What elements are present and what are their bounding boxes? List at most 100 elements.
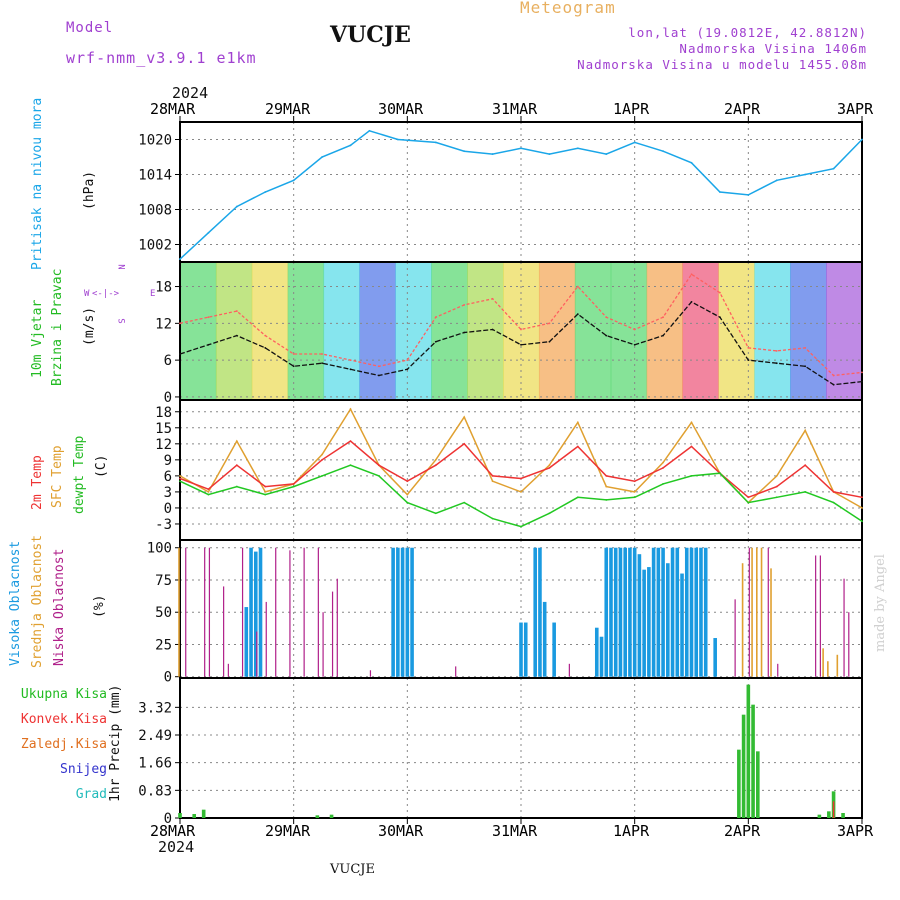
low-cloud-bar <box>848 612 850 677</box>
sfc-temp-series-point <box>491 480 494 483</box>
precip-total-bar <box>751 704 755 818</box>
y-tick-label: 18 <box>155 405 172 421</box>
pressure-panel: 1002 1008 1014 1020 <box>138 116 863 263</box>
low-cloud-bar <box>317 547 319 677</box>
tick-bottom-1apr: 1APR <box>613 822 650 840</box>
lonlat-label: lon,lat (19.0812E, 42.8812N) <box>628 25 867 40</box>
wind-speed-series-point <box>235 334 238 337</box>
wind-gust-series-point <box>235 310 238 312</box>
wind-speed-series-point <box>605 334 608 337</box>
wind-speed-band <box>718 262 755 400</box>
low-cloud-bar <box>241 547 244 677</box>
temp-2m-series-point <box>349 440 352 443</box>
wind-speed-series-point <box>463 331 466 334</box>
wind-panel: 0 6 12 18 <box>155 261 863 406</box>
mid-cloud-bar <box>178 547 180 677</box>
y-tick-label: 0 <box>164 390 172 406</box>
high-cloud-bar <box>538 547 542 677</box>
low-cloud-bar <box>843 578 845 677</box>
mid-cloud-bar <box>756 547 758 677</box>
wind-gust-series-point <box>719 291 721 294</box>
pressure-series-point <box>349 144 352 147</box>
y-tick-label: 1002 <box>138 238 172 254</box>
compass-w: W <box>84 289 90 299</box>
y-tick-label: 100 <box>147 541 172 557</box>
precip-total-bar <box>201 809 206 818</box>
y-tick-label: 9 <box>164 453 172 469</box>
temp-2m-series-point <box>491 474 494 477</box>
dewpt-series-point <box>235 485 238 488</box>
temp-2m-series-point <box>861 496 863 499</box>
low-cloud-bar <box>819 555 821 677</box>
dewpt-series-point <box>605 499 608 501</box>
low-cloud-bar <box>265 601 267 677</box>
sfc-temp-series-point <box>207 491 210 493</box>
tick-top-1apr: 1APR <box>613 100 650 118</box>
pressure-series-point <box>861 138 863 141</box>
temp-2m-series-point <box>292 482 295 485</box>
elevation-label: Nadmorska Visina 1406m <box>679 41 867 56</box>
precip-total-bar <box>827 811 831 818</box>
mid-cloud-bar <box>836 654 839 677</box>
wind-speed-band <box>395 262 432 400</box>
pressure-series-point <box>633 141 636 144</box>
wind-gust-series-point <box>633 328 636 331</box>
low-cloud-bar <box>369 670 372 677</box>
low-cloud-bar <box>322 612 324 677</box>
precip-total-bar <box>192 814 197 818</box>
wind-speed-series-point <box>633 343 636 346</box>
sfc-temp-series-point <box>434 458 437 461</box>
pressure-series-point <box>832 167 835 170</box>
dewpt-series-point <box>747 501 750 504</box>
wind-speed-band <box>682 262 719 400</box>
temp-2m-series-point <box>804 464 807 467</box>
dewpt-series-point <box>434 512 437 515</box>
mid-cloud-bar <box>822 648 824 677</box>
high-cloud-bar <box>651 547 656 677</box>
pressure-series-point <box>321 156 323 158</box>
temp-2m-series-point <box>235 464 238 467</box>
low-cloud-bar <box>227 663 229 677</box>
dewpt-series-point <box>491 517 494 520</box>
precip-total-bar <box>841 813 845 818</box>
wind-speed-series-point <box>576 313 579 316</box>
tick-top-31mar: 31MAR <box>492 100 538 118</box>
precip-total-bar <box>737 749 741 818</box>
legend-convective-rain: Konvek.Kisa <box>20 712 107 727</box>
tick-bottom-31mar: 31MAR <box>492 822 538 840</box>
wind-speed-band <box>610 262 648 400</box>
wind-gust-series-point <box>491 297 494 300</box>
wind-gust-series-point <box>662 316 664 319</box>
tick-bottom-28mar: 28MAR <box>150 822 196 840</box>
pressure-series-point <box>434 141 437 144</box>
panel-frame <box>179 121 863 263</box>
y-tick-label: 0 <box>164 811 172 827</box>
station-title: VUCJE <box>330 22 411 48</box>
sfc-temp-series-point <box>775 474 778 477</box>
wind-speed-band <box>646 262 684 400</box>
wind-gust-series-point <box>548 322 551 325</box>
temp-2m-series-point <box>378 464 380 467</box>
high-cloud-bar <box>699 547 703 677</box>
wind-gust-series-point <box>179 322 181 325</box>
low-cloud-bar <box>336 578 338 677</box>
pressure-series-point <box>662 150 664 153</box>
wind-speed-series-point <box>349 368 352 371</box>
wind-speed-series-point <box>719 316 721 319</box>
pressure-series-point <box>491 153 494 155</box>
low-cloud-bar <box>303 547 305 677</box>
high-cloud-bar <box>410 547 414 677</box>
high-cloud-bar <box>249 547 253 677</box>
dewpt-series-point <box>633 496 636 499</box>
high-cloud-bar <box>396 547 400 677</box>
high-cloud-bar <box>661 547 665 677</box>
legend-snow: Snijeg <box>60 762 107 777</box>
low-cloud-bar <box>289 550 291 677</box>
low-cloud-bar <box>734 599 736 677</box>
wind-speed-series-point <box>832 383 835 386</box>
y-tick-label: -3 <box>155 517 172 533</box>
high-cloud-bar <box>400 547 405 677</box>
pressure-series-point <box>207 231 210 234</box>
y-tick-label: 75 <box>155 573 172 589</box>
high-cloud-bar <box>647 567 651 677</box>
